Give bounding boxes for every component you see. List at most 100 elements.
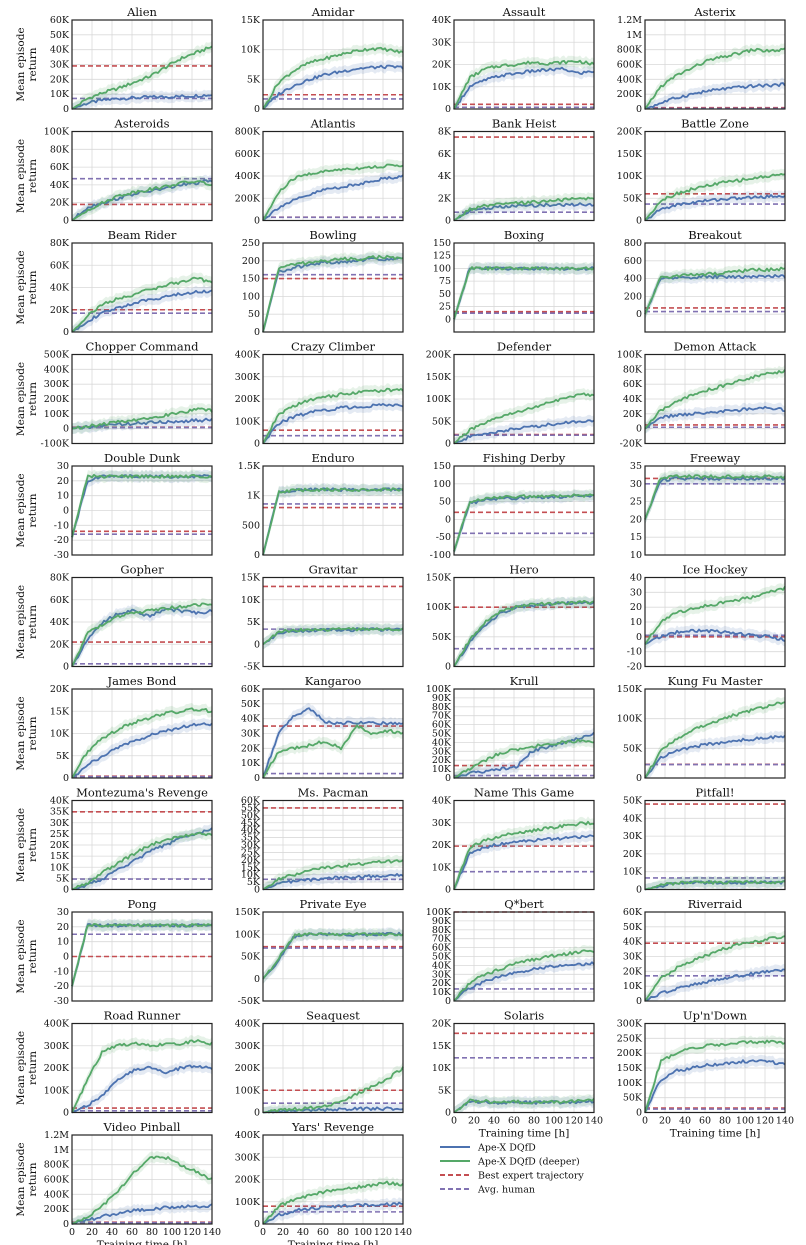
plot-frame (262, 1134, 404, 1225)
legend-label-best-expert-trajectory: Best expert trajectory (478, 1171, 584, 1182)
y-axis-label: Mean episode (15, 139, 27, 213)
series-line-ape-x-dqfd-deeper (262, 487, 404, 556)
y-tick-label: 200K (44, 394, 70, 405)
series-line-ape-x-dqfd (262, 707, 404, 779)
x-tick-label: 0 (642, 1116, 648, 1127)
confidence-band-ape-x-dqfd-deeper (454, 816, 594, 890)
plot-frame (262, 242, 404, 333)
y-tick-label: 40K (432, 796, 452, 807)
x-tick-label: 120 (565, 1116, 583, 1127)
y-tick-label: 0 (636, 632, 642, 643)
panel-bowling: Bowling 0 50 100 150 200 250 (242, 228, 404, 338)
panel-title-breakout: Breakout (688, 228, 742, 242)
y-tick-label: 1M (626, 30, 642, 41)
x-axis-label: Training time [h] (288, 1239, 379, 1245)
y-tick-label: 0 (445, 662, 451, 673)
confidence-band-ape-x-dqfd (645, 401, 785, 435)
confidence-band-ape-x-dqfd (72, 717, 212, 778)
x-tick-label: 100 (545, 1116, 563, 1127)
y-tick-label: 50K (432, 632, 452, 643)
y-tick-label: 20K (241, 855, 261, 866)
y-tick-label: 30K (623, 831, 643, 842)
y-tick-label: 0 (63, 327, 69, 338)
panel-title-pitfall: Pitfall! (695, 786, 734, 800)
confidence-band-ape-x-dqfd (72, 89, 212, 109)
plot-frame (71, 353, 213, 445)
x-tick-label: 100 (736, 1116, 754, 1127)
series-line-ape-x-dqfd (262, 487, 404, 556)
y-tick-label: 400K (235, 350, 261, 361)
y-tick-label: 250K (617, 1033, 643, 1044)
y-tick-label: 200 (624, 291, 642, 302)
y-tick-label: 0 (636, 773, 642, 784)
plot-frame (262, 465, 404, 556)
y-tick-label: 50K (623, 743, 643, 754)
y-tick-label: -10 (627, 647, 642, 658)
y-tick-label: 10K (241, 595, 261, 606)
y-tick-label: 0 (254, 104, 260, 115)
series-line-ape-x-dqfd (71, 93, 213, 110)
y-tick-label: 0 (254, 439, 260, 450)
x-tick-label: 140 (394, 1227, 412, 1238)
x-tick-label: 80 (146, 1227, 158, 1238)
confidence-band-ape-x-dqfd-deeper (72, 272, 212, 332)
confidence-band-ape-x-dqfd (263, 1197, 403, 1224)
y-tick-label: 60K (623, 907, 643, 918)
plot-frame (453, 576, 595, 668)
panel-title-video-pinball: Video Pinball (103, 1120, 181, 1134)
confidence-band-ape-x-dqfd-deeper (263, 1061, 403, 1113)
plot-frame (644, 576, 786, 668)
series-line-ape-x-dqfd (644, 194, 786, 222)
y-tick-label: 0 (254, 974, 260, 985)
y-tick-label: 100K (235, 1085, 261, 1096)
series-line-ape-x-dqfd (71, 1064, 213, 1114)
y-tick-label: 0 (636, 424, 642, 435)
confidence-band-ape-x-dqfd (263, 398, 403, 444)
y-tick-label: 25K (241, 847, 261, 858)
y-tick-label: 0 (445, 514, 451, 525)
panel-beam-rider: Beam Rider 0 20K 40K 60K 80K Mean episode retur… (15, 228, 213, 338)
y-axis-label: Mean episode (15, 27, 27, 101)
series-line-ape-x-dqfd (644, 82, 786, 110)
y-tick-label: 40K (50, 283, 70, 294)
x-tick-label: 140 (776, 1116, 794, 1127)
y-tick-label: 10K (432, 1063, 452, 1074)
y-tick-label: -20K (620, 439, 643, 450)
plot-frame (262, 576, 404, 668)
series-line-ape-x-dqfd (71, 289, 213, 333)
panel-title-amidar: Amidar (311, 5, 355, 19)
y-tick-label: 200K (617, 1048, 643, 1059)
y-tick-label: 40K (241, 825, 261, 836)
series-line-ape-x-dqfd (262, 174, 404, 222)
plot-frame (453, 353, 595, 445)
panel-title-demon-attack: Demon Attack (674, 340, 758, 354)
y-tick-label: 200K (235, 394, 261, 405)
series-line-ape-x-dqfd (71, 1203, 213, 1225)
y-tick-label: 0 (636, 885, 642, 896)
y-tick-label: 40K (50, 617, 70, 628)
panel-montezuma-s-revenge: Montezuma's Revenge 05K10K15K20K25K30K35K… (15, 786, 213, 896)
y-tick-label: 40K (623, 813, 643, 824)
x-tick-label: 40 (297, 1227, 309, 1238)
y-tick-label: 1M (53, 1145, 69, 1156)
panel-freeway: Freeway 10 15 20 25 30 35 (630, 451, 786, 561)
x-tick-label: 20 (659, 1116, 671, 1127)
y-tick-label: 250 (242, 238, 260, 249)
series-line-ape-x-dqfd-deeper (262, 932, 404, 980)
series-line-ape-x-dqfd-deeper (453, 738, 595, 779)
y-tick-label: 0 (63, 1219, 69, 1230)
panel-video-pinball: Video Pinball 0 200K 400K 600K 800K 1M 1.2M Mean… (15, 1120, 221, 1245)
confidence-band-ape-x-dqfd-deeper (645, 364, 785, 435)
confidence-band-ape-x-dqfd-deeper (72, 1034, 212, 1113)
panel-title-krull: Krull (510, 674, 539, 688)
panel-hero: Hero 0 50K 100K 150K (426, 563, 595, 673)
panel-breakout: Breakout 0 200 400 600 800 (624, 228, 786, 333)
y-tick-label: 1.2M (617, 15, 642, 26)
panel-pitfall: Pitfall! 0 10K 20K 30K 40K 50K (623, 786, 786, 896)
y-tick-label: 800 (624, 238, 642, 249)
y-tick-label: 0 (63, 1108, 69, 1119)
y-tick-label: 800K (617, 45, 643, 56)
series-line-ape-x-dqfd-deeper (262, 1066, 404, 1114)
y-tick-label: 400K (235, 1130, 261, 1141)
panel-kangaroo: Kangaroo 0 10K 20K 30K 40K 50K 60K (241, 674, 404, 784)
